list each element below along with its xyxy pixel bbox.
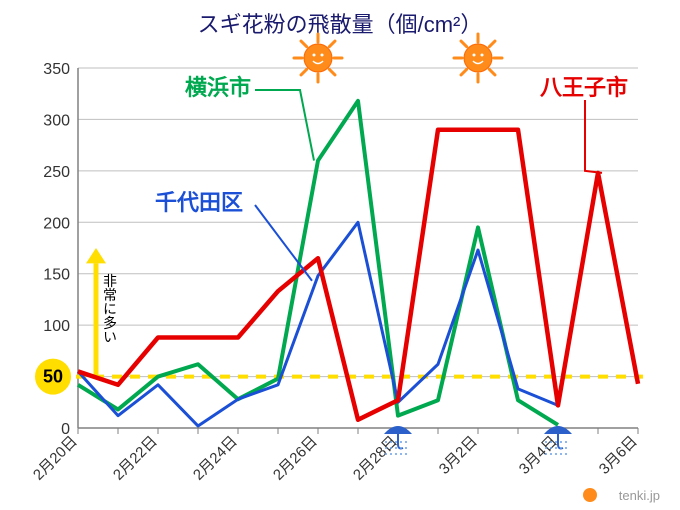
x-tick-label: 2月24日 [190,433,241,484]
y-tick-label: 350 [43,61,70,78]
x-tick-label: 3月6日 [596,433,641,478]
leader-line [255,90,314,161]
series-label-chiyoda: 千代田区 [155,190,243,215]
x-tick-label: 3月4日 [516,433,561,478]
x-tick-label: 2月26日 [270,433,321,484]
x-tick-label: 2月28日 [350,433,401,484]
chart-title: スギ花粉の飛散量（個/cm²） [198,12,483,37]
threshold-value: 50 [43,367,63,387]
x-tick-label: 2月20日 [30,433,81,484]
y-tick-label: 150 [43,267,70,284]
series-label-yokohama: 横浜市 [185,75,251,100]
svg-text:tenki.jp: tenki.jp [619,488,660,503]
leader-line [585,100,602,173]
y-tick-label: 100 [43,318,70,335]
logo: tenki.jp [583,488,660,503]
threshold-arrowhead [86,248,106,263]
y-tick-label: 300 [43,112,70,129]
x-tick-label: 3月2日 [436,433,481,478]
y-tick-label: 250 [43,164,70,181]
series-label-hachioji: 八王子市 [540,75,628,100]
x-tick-label: 2月22日 [110,433,161,484]
series-line [78,222,558,426]
sun-icon [294,34,342,82]
threshold-annotation: 非常に多い [102,274,118,344]
y-tick-label: 200 [43,215,70,232]
sun-icon [454,34,502,82]
